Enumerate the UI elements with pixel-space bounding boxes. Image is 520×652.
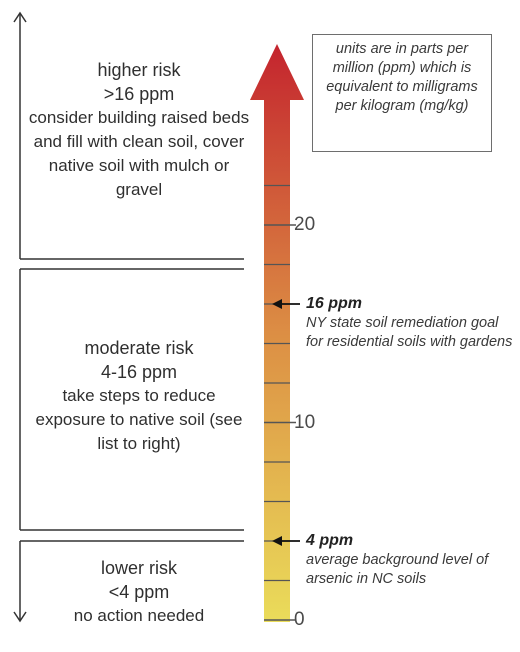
marker-note: NY state soil remediation goal for resid… xyxy=(306,315,513,350)
higher-risk-range: >16 ppm xyxy=(103,84,175,104)
marker-value-label: 4 ppm xyxy=(306,532,354,549)
lower-risk-text: lower risk <4 ppm no action needed xyxy=(28,556,250,628)
lower-risk-description: no action needed xyxy=(73,606,205,625)
higher-risk-title: higher risk xyxy=(97,60,181,80)
tick-label: 0 xyxy=(294,609,305,630)
lower-risk-range: <4 ppm xyxy=(108,582,170,602)
lower-risk-bracket xyxy=(13,540,244,623)
lower-risk-title: lower risk xyxy=(100,558,177,578)
scale-markers xyxy=(272,299,300,546)
higher-risk-bracket xyxy=(13,11,244,260)
units-note: units are in parts per million (ppm) whi… xyxy=(312,34,492,152)
moderate-risk-description: take steps to reduce exposure to native … xyxy=(35,386,243,453)
marker-text: 16 ppm NY state soil remediation goal for… xyxy=(306,294,516,352)
marker-note: average background level of arsenic in N… xyxy=(306,552,489,587)
moderate-risk-range: 4-16 ppm xyxy=(100,362,178,382)
tick-label: 10 xyxy=(294,411,316,433)
marker-arrow-head xyxy=(272,536,282,546)
moderate-risk-text: moderate risk 4-16 ppm take steps to red… xyxy=(28,336,250,456)
marker-value-label: 16 ppm xyxy=(306,295,363,312)
marker-arrow-head xyxy=(272,299,282,309)
higher-risk-text: higher risk >16 ppm consider building ra… xyxy=(28,58,250,202)
moderate-risk-bracket xyxy=(19,268,244,531)
tick-label: 20 xyxy=(294,214,316,235)
marker-text: 4 ppm average background level of arsenic… xyxy=(306,531,516,589)
moderate-risk-title: moderate risk xyxy=(84,338,194,358)
gradient-arrow-bar xyxy=(250,44,304,622)
higher-risk-description: consider building raised beds and fill w… xyxy=(28,108,250,199)
